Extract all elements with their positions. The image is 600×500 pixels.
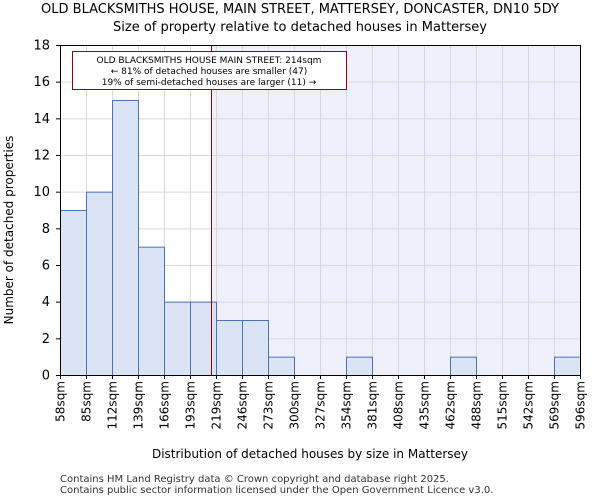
- x-tick-label: 542sqm: [522, 381, 536, 429]
- x-axis-label: Distribution of detached houses by size …: [152, 447, 468, 461]
- y-tick-label: 4: [42, 295, 50, 310]
- x-tick-label: 246sqm: [236, 381, 250, 429]
- histogram-bar: [346, 356, 373, 376]
- x-tick-label: 166sqm: [158, 381, 172, 429]
- histogram-bar: [190, 301, 217, 376]
- x-tick-label: 596sqm: [574, 381, 588, 429]
- histogram-bar: [164, 301, 191, 376]
- annotation-line-3: 19% of semi-detached houses are larger (…: [102, 78, 317, 88]
- y-tick-label: 12: [33, 149, 50, 164]
- annotation-line-1: OLD BLACKSMITHS HOUSE MAIN STREET: 214sq…: [97, 56, 322, 66]
- y-tick-label: 18: [33, 39, 50, 54]
- x-tick-label: 219sqm: [210, 381, 224, 429]
- histogram-bar: [450, 356, 477, 376]
- x-tick-label: 58sqm: [54, 381, 68, 422]
- y-tick-label: 16: [33, 75, 50, 90]
- x-tick-label: 515sqm: [496, 381, 510, 429]
- histogram-bar: [216, 320, 243, 376]
- histogram-bar: [112, 100, 139, 376]
- y-tick-label: 10: [33, 185, 50, 200]
- histogram-bar: [60, 210, 87, 376]
- histogram-bar: [138, 246, 165, 376]
- x-tick-label: 85sqm: [80, 381, 94, 422]
- y-tick-label: 0: [42, 369, 50, 384]
- x-tick-label: 462sqm: [444, 381, 458, 429]
- annotation-box: OLD BLACKSMITHS HOUSE MAIN STREET: 214sq…: [72, 51, 347, 90]
- y-tick-label: 6: [42, 259, 50, 274]
- y-tick-label: 2: [42, 332, 50, 347]
- y-tick-label: 14: [33, 112, 50, 127]
- histogram-bar: [242, 320, 269, 376]
- x-tick-label: 488sqm: [470, 381, 484, 429]
- chart-title: OLD BLACKSMITHS HOUSE, MAIN STREET, MATT…: [41, 2, 559, 17]
- x-tick-label: 193sqm: [184, 381, 198, 429]
- x-tick-label: 273sqm: [262, 381, 276, 429]
- x-tick-label: 112sqm: [106, 381, 120, 429]
- histogram-bar: [268, 356, 295, 376]
- x-tick-label: 569sqm: [548, 381, 562, 429]
- x-tick-label: 139sqm: [132, 381, 146, 429]
- x-tick-label: 327sqm: [314, 381, 328, 429]
- x-tick-label: 408sqm: [392, 381, 406, 429]
- histogram-bar: [554, 356, 581, 376]
- x-tick-label: 381sqm: [366, 381, 380, 429]
- chart-subtitle: Size of property relative to detached ho…: [113, 20, 487, 35]
- annotation-line-2: ← 81% of detached houses are smaller (47…: [111, 67, 308, 77]
- histogram-bar: [86, 191, 113, 376]
- x-tick-label: 300sqm: [288, 381, 302, 429]
- y-axis-label: Number of detached properties: [2, 136, 16, 325]
- x-tick-label: 435sqm: [418, 381, 432, 429]
- x-tick-label: 354sqm: [340, 381, 354, 429]
- footer-line-2: Contains public sector information licen…: [60, 485, 494, 496]
- y-tick-label: 8: [42, 222, 50, 237]
- footer-line-1: Contains HM Land Registry data © Crown c…: [60, 474, 449, 485]
- highlight-region: [211, 45, 580, 375]
